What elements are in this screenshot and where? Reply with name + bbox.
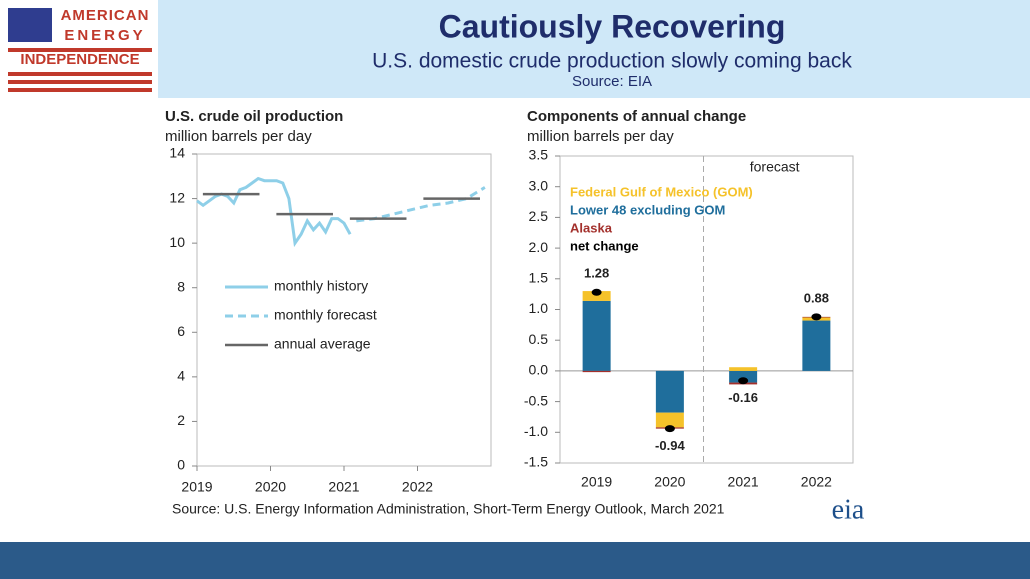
x-tick-label: 2020 <box>654 474 685 490</box>
y-tick-label: 2.0 <box>529 239 549 255</box>
bar-segment <box>802 320 831 371</box>
bar-segment <box>582 291 611 301</box>
y-tick-label: 12 <box>169 189 185 205</box>
y-tick-label: 2 <box>177 412 185 428</box>
flag-stripe <box>8 48 152 52</box>
legend-label: Lower 48 excluding GOM <box>570 202 725 217</box>
y-tick-label: 0.5 <box>529 331 549 347</box>
net-change-dot <box>738 377 749 385</box>
chart-title: U.S. crude oil production <box>165 108 343 125</box>
logo-text: INDEPENDENCE <box>20 51 139 68</box>
source: Source: EIA <box>572 73 652 90</box>
x-tick-label: 2021 <box>328 479 359 495</box>
flag-stripe <box>8 88 152 92</box>
y-tick-label: 3.5 <box>529 147 549 163</box>
legend-label: monthly history <box>274 278 368 294</box>
bar-segment <box>582 370 611 373</box>
flag <box>8 8 152 92</box>
y-tick-label: 0 <box>177 457 185 473</box>
y-tick-label: 2.5 <box>529 208 549 224</box>
y-tick-label: 8 <box>177 278 185 294</box>
y-tick-label: 6 <box>177 323 185 339</box>
logo-text: AMERICAN <box>61 7 150 24</box>
y-tick-label: 0.0 <box>529 362 549 378</box>
y-tick-label: 14 <box>169 145 185 161</box>
legend-label: net change <box>570 238 639 253</box>
header-band <box>158 0 1030 98</box>
data-label: -0.16 <box>728 390 758 405</box>
net-change-dot <box>591 288 602 296</box>
x-tick-label: 2021 <box>728 474 759 490</box>
x-tick-label: 2019 <box>581 474 612 490</box>
legend-label: annual average <box>274 336 371 352</box>
bar-segment <box>729 367 758 371</box>
x-tick-label: 2022 <box>801 474 832 490</box>
legend-label: Alaska <box>570 220 613 235</box>
axis-unit: million barrels per day <box>165 128 312 145</box>
y-tick-label: 1.0 <box>529 300 549 316</box>
x-tick-label: 2020 <box>255 479 286 495</box>
flag-stripe <box>8 72 152 76</box>
title: Cautiously Recovering <box>439 8 786 44</box>
data-label: 1.28 <box>584 266 609 281</box>
y-tick-label: 1.5 <box>529 270 549 286</box>
legend-label: Federal Gulf of Mexico (GOM) <box>570 184 753 199</box>
bar-segment <box>655 370 684 413</box>
footer-band <box>0 542 1030 579</box>
y-tick-label: -1.5 <box>524 454 548 470</box>
y-tick-label: 3.0 <box>529 177 549 193</box>
subtitle: U.S. domestic crude production slowly co… <box>372 50 852 73</box>
x-tick-label: 2019 <box>181 479 212 495</box>
footer-source: Source: U.S. Energy Information Administ… <box>172 501 725 517</box>
bar-segment <box>582 300 611 371</box>
y-tick-label: 4 <box>177 368 185 384</box>
bar-segment <box>729 370 758 383</box>
data-label: -0.94 <box>655 438 685 453</box>
flag-canton <box>8 8 52 42</box>
y-tick-label: 10 <box>169 234 185 250</box>
eia-logo: eia <box>832 494 865 525</box>
data-label: 0.88 <box>804 290 829 305</box>
flag-stripe <box>8 80 152 84</box>
chart-title: Components of annual change <box>527 108 746 125</box>
net-change-dot <box>664 425 675 433</box>
x-tick-label: 2022 <box>402 479 433 495</box>
annotation: forecast <box>750 159 800 175</box>
logo-text: ENERGY <box>64 27 145 44</box>
y-tick-label: -0.5 <box>524 392 548 408</box>
bar-segment <box>655 412 684 428</box>
axis-unit: million barrels per day <box>527 128 674 145</box>
y-tick-label: -1.0 <box>524 423 548 439</box>
net-change-dot <box>811 313 822 321</box>
legend-label: monthly forecast <box>274 307 377 323</box>
